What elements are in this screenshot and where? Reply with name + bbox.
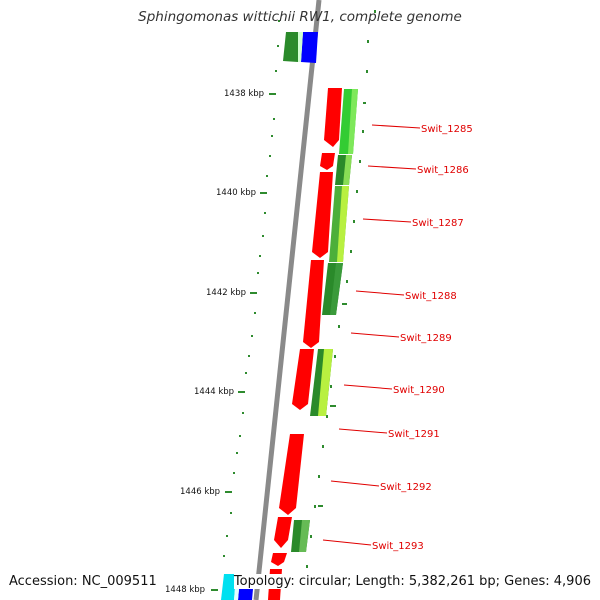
- outer-dotted-ring: [306, 10, 376, 568]
- gene-label: Swit_1285: [421, 124, 473, 135]
- gene-label: Swit_1288: [405, 291, 457, 302]
- gene-labels: Swit_1285 Swit_1286 Swit_1287 Swit_1288 …: [372, 124, 473, 552]
- cds-arrow: [320, 153, 335, 170]
- gene-label: Swit_1291: [388, 429, 440, 440]
- accession-text: Accession: NC_009511: [9, 574, 157, 589]
- gene-label: Swit_1286: [417, 165, 469, 176]
- gene-label: Swit_1292: [380, 482, 432, 493]
- cds-arrow: [271, 553, 287, 566]
- leader-lines: [322, 124, 421, 546]
- genome-backbone: [253, 0, 322, 600]
- kbp-labels: 1438 kbp 1440 kbp 1442 kbp 1444 kbp 1446…: [165, 89, 264, 595]
- kbp-label: 1440 kbp: [216, 188, 256, 198]
- gene-label: Swit_1293: [372, 541, 424, 552]
- kbp-label: 1448 kbp: [165, 585, 205, 595]
- kbp-label: 1442 kbp: [206, 288, 246, 298]
- upper-features: [283, 32, 318, 63]
- kbp-label: 1444 kbp: [194, 387, 234, 397]
- kbp-label: 1438 kbp: [224, 89, 264, 99]
- homology-bars: [291, 89, 358, 552]
- gene-label: Swit_1289: [400, 333, 452, 344]
- cds-arrow: [324, 88, 342, 147]
- cds-arrows: [268, 88, 342, 600]
- cds-arrow: [303, 260, 324, 348]
- inner-dotted-ring: [223, 20, 280, 557]
- gene-label: Swit_1290: [393, 385, 445, 396]
- kbp-ticks: [211, 93, 276, 591]
- cds-arrow: [312, 172, 333, 258]
- kbp-label: 1446 kbp: [180, 487, 220, 497]
- topology-text: Topology: circular; Length: 5,382,261 bp…: [233, 574, 591, 589]
- cds-arrow: [279, 434, 304, 515]
- map-title: Sphingomonas wittichii RW1, complete gen…: [138, 9, 462, 25]
- cds-arrow: [292, 349, 314, 410]
- cds-arrow: [274, 517, 292, 548]
- gene-label: Swit_1287: [412, 218, 464, 229]
